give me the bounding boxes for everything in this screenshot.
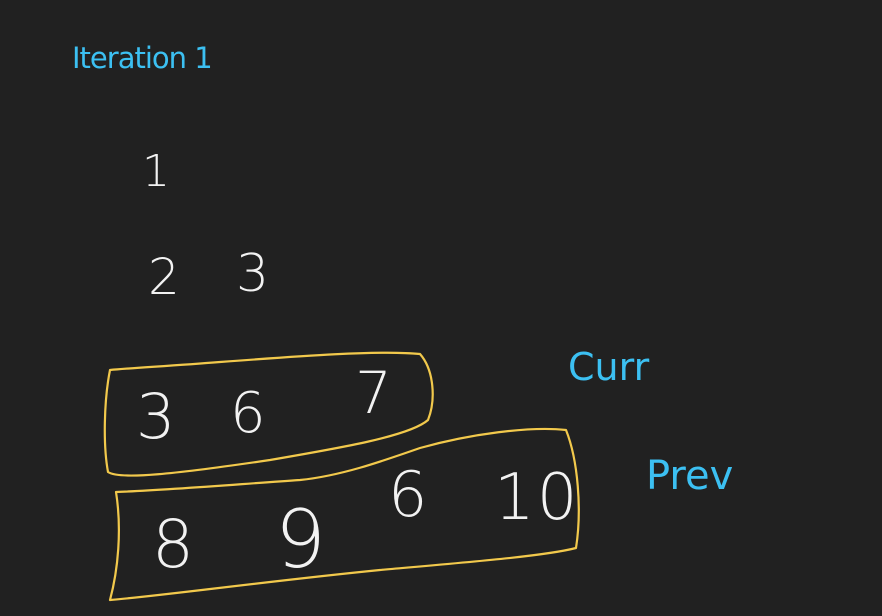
row-3-cell-0: 8 xyxy=(152,506,194,583)
row-1-cell-1: 3 xyxy=(236,244,270,304)
row-3-cell-1: 9 xyxy=(275,493,326,586)
row-2-cell-0: 3 xyxy=(136,380,176,453)
curr-label: Curr xyxy=(568,345,650,389)
prev-row-highlight xyxy=(108,427,580,602)
row-0-cell-0: 1 xyxy=(142,146,170,197)
row-1-cell-0: 2 xyxy=(148,248,180,306)
curr-row-highlight xyxy=(103,351,434,477)
prev-label: Prev xyxy=(646,453,734,499)
row-2-cell-1: 6 xyxy=(230,381,266,446)
row-3-cell-3: 10 xyxy=(494,461,580,535)
row-2-cell-2: 7 xyxy=(355,359,392,427)
row-3-cell-2: 6 xyxy=(388,458,428,531)
iteration-title: Iteration 1 xyxy=(72,41,213,75)
